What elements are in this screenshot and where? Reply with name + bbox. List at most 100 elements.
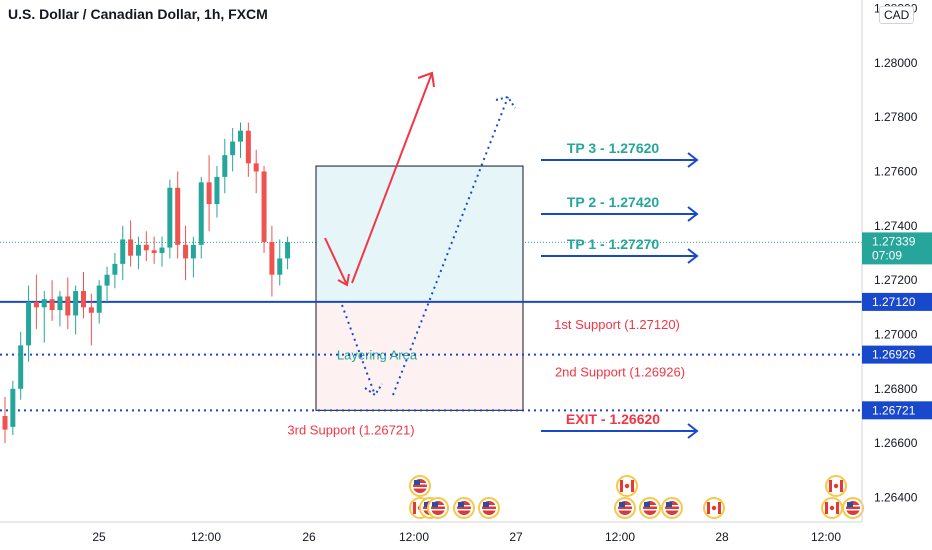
- us-flag-icon[interactable]: [639, 497, 661, 519]
- currency-badge[interactable]: CAD: [879, 6, 915, 24]
- support-label-1: 1st Support (1.27120): [554, 317, 680, 332]
- candle-body: [41, 299, 47, 308]
- y-tick-label: 1.27000: [874, 328, 918, 342]
- candle-body: [269, 242, 275, 275]
- ca-flag-icon[interactable]: [703, 497, 725, 519]
- level-price-label: 1.26926: [872, 348, 916, 362]
- flag-stripe: [431, 509, 445, 511]
- flag-band: [707, 502, 710, 514]
- candle-body: [238, 130, 243, 142]
- x-tick-label: 28: [715, 530, 729, 544]
- ca-flag-icon[interactable]: [825, 475, 847, 497]
- support-label-3: 3rd Support (1.26721): [287, 422, 414, 437]
- flag-stripe: [413, 487, 427, 489]
- flag-canton: [432, 502, 438, 507]
- x-tick-label: 26: [302, 530, 316, 544]
- targets: TP 3 - 1.27620 TP 2 - 1.27420 TP 1 - 1.272…: [541, 140, 699, 439]
- candle-body: [151, 250, 157, 253]
- x-tick-label: 12:00: [399, 530, 429, 544]
- candle-body: [10, 388, 16, 427]
- flag-stripe: [618, 509, 632, 511]
- level-price-tag: [862, 345, 932, 364]
- y-tick-label: 1.28000: [874, 56, 918, 70]
- us-flag-icon[interactable]: [842, 497, 864, 519]
- ca-flag-icon[interactable]: [616, 475, 638, 497]
- flag-band: [413, 502, 416, 514]
- target-label: TP 3 - 1.27620: [567, 140, 660, 156]
- flag-band: [829, 480, 832, 492]
- candle-body: [128, 239, 134, 256]
- target-arrow-head: [687, 423, 699, 439]
- candles: [2, 122, 291, 444]
- economic-events: [409, 475, 864, 519]
- candle-body: [206, 182, 212, 205]
- support-label-2: 2nd Support (1.26926): [555, 365, 685, 380]
- candle-body: [120, 239, 126, 264]
- y-tick-label: 1.26800: [874, 382, 918, 396]
- ca-flag-icon[interactable]: [821, 497, 843, 519]
- flag-band: [718, 502, 721, 514]
- y-tick-label: 1.27400: [874, 219, 918, 233]
- candle-body: [230, 141, 236, 156]
- red-arrow-up-head: [417, 71, 435, 88]
- x-tick-label: 12:00: [605, 530, 635, 544]
- zones: Layering Area: [315, 165, 524, 411]
- us-flag-icon[interactable]: [478, 497, 500, 519]
- candle-body: [253, 163, 259, 172]
- target-label: EXIT - 1.26620: [566, 411, 660, 427]
- target-arrow-head: [687, 206, 699, 222]
- candle-body: [190, 244, 196, 259]
- us-flag-icon[interactable]: [453, 497, 475, 519]
- flag-canton: [424, 502, 430, 507]
- flag-band: [620, 480, 623, 492]
- layering-area-label: Layering Area: [337, 348, 418, 363]
- us-flag-icon[interactable]: [661, 497, 683, 519]
- candle-body: [26, 301, 32, 346]
- y-tick-label: 1.26400: [874, 491, 918, 505]
- candle-body: [33, 301, 39, 308]
- flag-canton: [666, 502, 672, 507]
- flag-canton: [414, 480, 420, 485]
- target-label: TP 1 - 1.27270: [567, 236, 660, 252]
- target-arrow-head: [687, 152, 699, 168]
- flag-canton: [458, 502, 464, 507]
- level-price-tag: [862, 401, 932, 420]
- target-arrow-head: [687, 248, 699, 264]
- flag-canton: [644, 502, 650, 507]
- candle-body: [18, 345, 24, 389]
- candle-body: [49, 299, 55, 311]
- flag-canton: [847, 502, 853, 507]
- red-arrow-down-head: [337, 273, 350, 287]
- chart-title: U.S. Dollar / Canadian Dollar, 1h, FXCM: [8, 6, 268, 22]
- bar-countdown-label: 07:09: [872, 248, 902, 262]
- us-flag-icon[interactable]: [427, 497, 449, 519]
- candle-body: [214, 176, 220, 205]
- flag-leaf: [624, 483, 630, 489]
- flag-leaf: [829, 505, 835, 511]
- target-label: TP 2 - 1.27420: [567, 194, 660, 210]
- support-levels: 1st Support (1.27120) 2nd Support (1.2692…: [0, 300, 862, 437]
- layering-zone: [315, 301, 524, 411]
- us-flag-icon[interactable]: [614, 497, 636, 519]
- candle-body: [65, 296, 71, 316]
- level-price-label: 1.27120: [872, 295, 916, 309]
- flag-stripe: [643, 509, 657, 511]
- candle-body: [96, 285, 102, 313]
- x-tick-label: 12:00: [191, 530, 221, 544]
- candle-body: [277, 258, 283, 275]
- us-flag-icon[interactable]: [409, 475, 431, 497]
- current-price-label: 1.27339: [872, 234, 916, 248]
- level-price-tag: [862, 292, 932, 311]
- flag-band: [840, 480, 843, 492]
- candle-body: [159, 247, 165, 253]
- drawings: [324, 71, 516, 397]
- flag-stripe: [665, 509, 679, 511]
- x-tick-label: 27: [509, 530, 523, 544]
- flag-leaf: [833, 483, 839, 489]
- current-price-tag: [862, 232, 932, 265]
- y-tick-label: 1.27200: [874, 273, 918, 287]
- flag-stripe: [846, 509, 860, 511]
- candle-body: [245, 130, 251, 164]
